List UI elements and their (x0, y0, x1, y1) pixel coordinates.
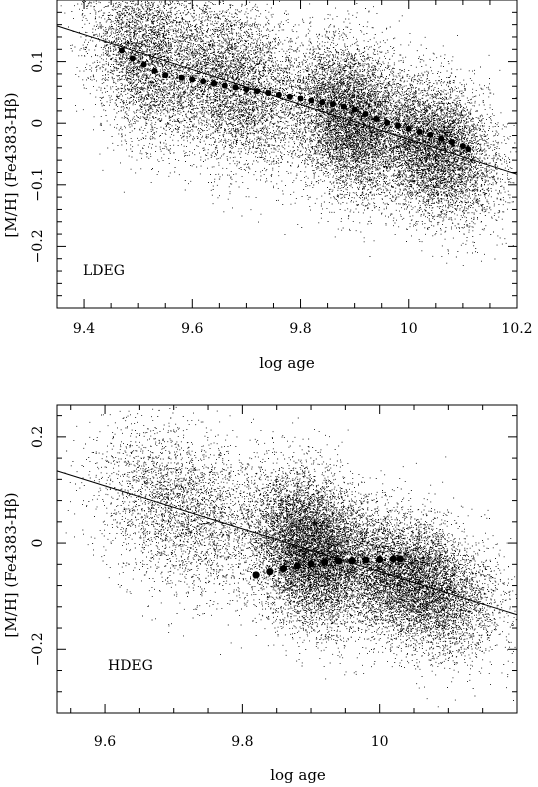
panel-label: LDEG (83, 263, 125, 279)
median-point (416, 128, 423, 135)
median-point (189, 76, 196, 83)
median-point (265, 90, 272, 97)
median-point (321, 558, 329, 566)
median-point (232, 84, 239, 91)
scatter-cloud (64, 406, 517, 708)
x-tick-label: 9.4 (73, 321, 95, 337)
y-tick-label: 0.1 (30, 50, 46, 72)
x-axis-label: log age (259, 354, 315, 372)
median-point (438, 135, 445, 142)
median-point (449, 139, 456, 146)
plot-frame (56, 0, 518, 309)
x-tick-label: 10.2 (501, 321, 532, 337)
y-axis-label: [M/H] (Fe4383-Hβ) (2, 92, 20, 237)
fit-line (56, 25, 518, 175)
median-point (129, 55, 136, 62)
median-point (351, 106, 358, 113)
median-point (340, 103, 347, 110)
scatter-cloud (60, 0, 517, 267)
median-point (140, 61, 147, 68)
median-point (376, 555, 384, 564)
median-point (308, 97, 315, 104)
median-point (465, 146, 472, 153)
median-point (275, 91, 282, 98)
fit-line-group (56, 470, 518, 616)
median-point (286, 93, 293, 100)
plot-frame (56, 404, 518, 714)
x-ticks: 9.4 9.6 9.8 10 10.2 (73, 0, 533, 337)
median-point (362, 110, 369, 117)
scatter-points (60, 0, 517, 267)
median-point (118, 47, 125, 54)
median-points (118, 47, 472, 153)
median-point (254, 88, 261, 95)
median-point (200, 78, 207, 85)
x-tick-label: 9.8 (289, 321, 311, 337)
x-ticks: 9.6 9.8 10 (70, 405, 484, 750)
y-tick-label: 0.2 (30, 426, 46, 448)
median-point (307, 560, 315, 568)
median-point (151, 67, 158, 74)
median-point (394, 122, 401, 129)
y-tick-label: −0.2 (30, 229, 46, 263)
median-point (396, 555, 404, 563)
median-point (178, 74, 185, 81)
x-axis-label: log age (270, 766, 326, 784)
x-tick-label: 9.6 (94, 734, 116, 750)
median-point (252, 571, 260, 579)
panel-ldeg: 9.4 9.6 9.8 10 10.2 −0.2 −0.1 0 0.1 LDEG log ag… (2, 0, 533, 372)
panel-label: HDEG (108, 658, 153, 674)
x-tick-label: 9.6 (181, 321, 203, 337)
y-tick-label: −0.2 (30, 632, 46, 666)
median-point (384, 119, 391, 126)
median-point (279, 564, 288, 573)
median-point (319, 99, 326, 106)
median-point (210, 80, 217, 87)
y-ticks: −0.2 −0.1 0 0.1 (30, 11, 517, 297)
median-point (389, 555, 398, 563)
fit-line (56, 470, 518, 616)
median-point (348, 556, 356, 565)
x-tick-label: 10 (371, 734, 389, 750)
median-points (252, 555, 404, 579)
y-tick-label: 0 (30, 119, 46, 128)
median-point (266, 568, 274, 576)
x-tick-label: 9.8 (231, 734, 253, 750)
median-point (459, 142, 466, 149)
median-point (405, 125, 412, 132)
median-point (293, 562, 301, 570)
median-point (427, 131, 434, 138)
y-tick-label: −0.1 (30, 168, 46, 202)
median-point (297, 95, 304, 102)
panel-hdeg: 9.6 9.8 10 0.2 0 −0.2 HDEG log age [M/H] (Fe… (2, 404, 518, 784)
median-point (162, 72, 169, 79)
median-point (243, 86, 250, 93)
y-tick-label: 0 (30, 539, 46, 548)
median-point (362, 556, 370, 564)
median-point (373, 115, 380, 122)
y-axis-label: [M/H] (Fe4383-Hβ) (2, 492, 20, 637)
median-point (334, 557, 343, 565)
scatter-points (64, 406, 517, 708)
fit-line-group (56, 25, 518, 175)
x-tick-label: 10 (400, 321, 418, 337)
y-ticks: 0.2 0 −0.2 (30, 415, 517, 693)
median-point (221, 82, 228, 89)
median-point (330, 101, 336, 108)
